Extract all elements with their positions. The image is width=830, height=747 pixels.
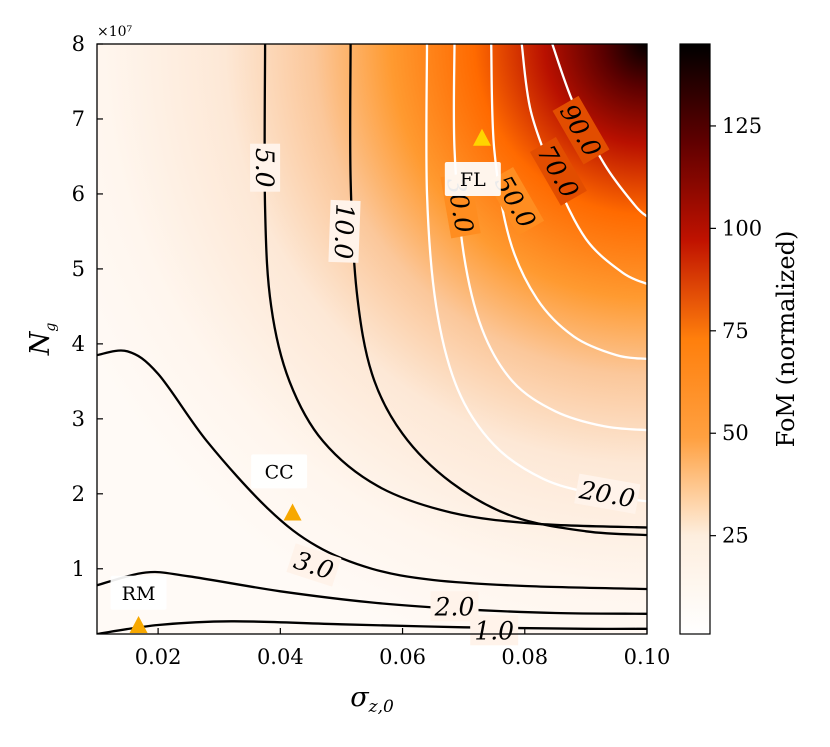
y-tick-label: 6 [72,182,85,206]
contour-line-1-0 [97,620,647,634]
contour-label-gap [430,591,479,622]
x-tick-label: 0.08 [501,645,548,669]
survey-label-box-rm [110,575,167,610]
contour-label-gap [328,199,361,263]
y-tick-label: 3 [72,407,85,431]
survey-label-box-fl [444,161,501,196]
contour-lines [97,44,647,634]
y-tick-label: 2 [72,482,85,506]
contour-line-90-0 [551,44,647,218]
x-axis-label-sub: z,0 [368,697,394,717]
contour-label-gap [529,137,587,206]
colorbar-tick-label: 50 [722,421,749,445]
x-axis-label: σz,0 [350,682,394,717]
y-tick-label: 8 [72,32,85,56]
contour-label-text: 10.0 [329,203,360,260]
contour-label-5-0: 5.0 [250,143,281,192]
colorbar-bar [679,43,711,635]
contour-label-gap [250,143,281,192]
x-tick-label: 0.02 [135,645,182,669]
contour-label-gap [286,543,342,587]
y-axis-label-sub: g [43,323,59,332]
y-tick-label: 5 [72,257,85,281]
contour-line-2-0 [97,570,647,615]
colorbar-ticks: 25 50 75 100 125 [710,114,762,548]
x-tick-label: 0.10 [624,645,671,669]
fom-heatmap [97,44,647,634]
y-tick-label: 4 [72,332,85,356]
survey-label-cc: CC [265,461,294,483]
colorbar-tick-label: 100 [722,216,762,240]
survey-marker-cc [283,503,302,521]
plot-frame [96,43,648,635]
x-tick-label: 0.06 [379,645,426,669]
y-axis: 1 2 3 4 5 6 7 8 [72,32,103,581]
y-tick-label: 7 [72,107,85,131]
survey-marker-rm [129,616,148,634]
contour-line-30-0 [452,44,647,432]
contour-line-5-0 [263,44,647,529]
x-axis-label-main: σ [350,682,370,713]
survey-label-rm: RM [122,583,156,605]
contour-label-gap [552,95,610,165]
contour-line-3-0 [97,349,647,591]
contour-label-gap [574,473,641,514]
contour-label-text: 1.0 [474,616,514,645]
x-tick-label: 0.04 [257,645,304,669]
survey-label-box-cc [251,454,308,489]
survey-label-fl: FL [460,169,486,191]
y-multiplier-label: ×10⁷ [97,24,133,40]
colorbar-tick-label: 25 [722,524,749,548]
contour-label-2-0: 2.0 [430,591,479,622]
x-axis: 0.02 0.04 0.06 0.08 0.10 [135,628,671,669]
contour-line-50-0 [490,44,647,361]
colorbar-label: FoM (normalized) [772,231,800,448]
colorbar: 25 50 75 100 125 FoM (normalized) [679,43,800,635]
contour-line-70-0 [520,44,647,286]
colorbar-tick-label: 125 [722,114,762,138]
y-axis-label-main: N [25,330,56,356]
survey-markers: RM CC FL [110,128,501,634]
contour-label-gap [487,167,545,236]
plot-area: 1.02.03.05.010.020.030.0 50.070.090.0 RMC… [96,43,648,646]
colorbar-tick-label: 75 [722,319,749,343]
survey-marker-fl [473,128,491,146]
contour-line-10-0 [349,44,647,537]
y-axis-label: Ng [25,323,59,357]
y-tick-label: 1 [72,557,85,581]
contour-label-text: 2.0 [434,592,475,621]
contour-label-text: 5.0 [250,148,279,188]
contour-label-10-0: 10.0 [328,199,361,263]
contour-label-20-0: 20.0 [574,473,641,514]
